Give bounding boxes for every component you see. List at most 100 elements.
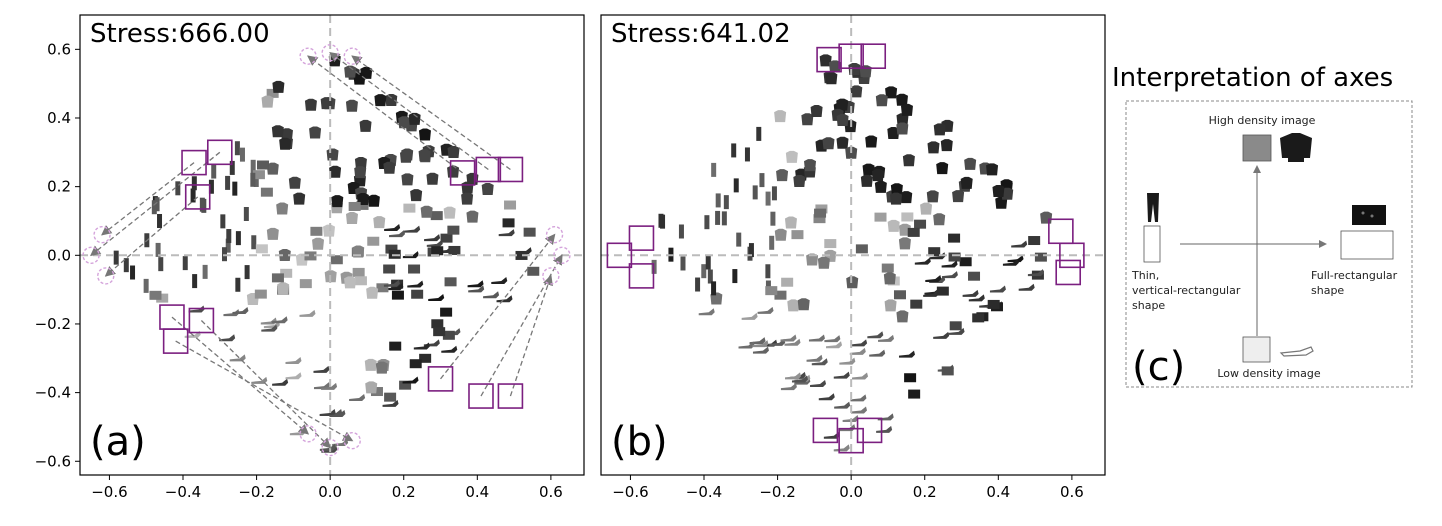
image-thumbnail — [419, 353, 432, 363]
image-thumbnail — [354, 156, 367, 169]
bag-dot-icon — [1370, 214, 1374, 218]
image-thumbnail — [407, 280, 424, 288]
legend-title: Interpretation of axes — [1112, 63, 1393, 93]
x-tick-label: 0.4 — [986, 483, 1010, 501]
image-thumbnail — [862, 163, 875, 176]
image-thumbnail — [391, 290, 404, 300]
image-thumbnail — [877, 413, 894, 421]
image-thumbnail — [433, 327, 446, 337]
image-thumbnail — [839, 357, 856, 365]
image-thumbnail — [738, 341, 755, 349]
y-tick-label: 0.0 — [47, 246, 71, 264]
highlight-box — [468, 383, 494, 409]
image-thumbnail — [266, 227, 279, 240]
image-thumbnail — [388, 249, 401, 259]
image-thumbnail — [345, 99, 358, 112]
image-thumbnail — [881, 263, 894, 273]
image-thumbnail — [896, 122, 909, 135]
image-thumbnail — [191, 176, 197, 191]
x-tick-label: 0.2 — [913, 483, 937, 501]
image-thumbnail — [806, 253, 819, 266]
image-thumbnail — [810, 380, 827, 388]
image-thumbnail — [466, 172, 479, 185]
image-thumbnail — [901, 212, 914, 222]
image-thumbnail — [402, 251, 419, 259]
bag-dot-icon — [1361, 211, 1365, 215]
image-thumbnail — [404, 225, 421, 233]
panel-a: −0.6 −0.4 −0.2 0.0 0.2 0.4 0.6 0.60.40.20.0−0.… — [35, 14, 585, 501]
image-thumbnail — [836, 114, 849, 127]
image-thumbnail — [313, 382, 330, 390]
highlight-box — [816, 46, 842, 73]
image-thumbnail — [824, 335, 841, 343]
image-thumbnail — [192, 274, 198, 289]
image-thumbnail — [272, 80, 285, 93]
image-thumbnail — [527, 266, 540, 276]
panel-a-stress: Stress:666.00 — [90, 19, 270, 49]
panel-b-image-scatter — [651, 54, 1053, 452]
panel-a-marks — [80, 15, 584, 475]
image-thumbnail — [383, 279, 400, 287]
image-thumbnail — [846, 276, 859, 289]
image-thumbnail — [711, 281, 717, 296]
image-thumbnail — [895, 93, 908, 106]
x-tick-label: −0.6 — [612, 483, 648, 501]
image-thumbnail — [440, 233, 453, 243]
image-thumbnail — [398, 116, 411, 129]
image-thumbnail — [850, 406, 867, 414]
thin-shape-swatch — [1143, 225, 1161, 263]
image-thumbnail — [867, 331, 884, 339]
legend-low-density: Low density image — [1217, 367, 1320, 380]
image-thumbnail — [752, 185, 758, 200]
image-thumbnail — [260, 187, 273, 197]
image-thumbnail — [875, 94, 888, 107]
image-thumbnail — [852, 372, 869, 380]
image-thumbnail — [254, 289, 267, 299]
image-thumbnail — [826, 341, 843, 349]
image-thumbnail — [304, 98, 317, 111]
image-thumbnail — [1007, 255, 1024, 263]
highlight-box — [427, 366, 454, 392]
image-thumbnail — [319, 409, 336, 417]
panel-b-x-axis: −0.6 −0.4 −0.2 0.0 0.2 0.4 0.6 — [612, 475, 1084, 501]
image-thumbnail — [865, 135, 878, 148]
displacement-arrow — [509, 274, 553, 397]
image-thumbnail — [680, 256, 686, 271]
image-thumbnail — [220, 214, 226, 229]
image-thumbnail — [933, 213, 946, 226]
panel-a-image-scatter — [113, 54, 540, 453]
image-thumbnail — [883, 272, 896, 285]
image-thumbnail — [468, 285, 485, 293]
image-thumbnail — [365, 381, 378, 394]
legend-high-density: High density image — [1209, 114, 1316, 127]
image-thumbnail — [375, 361, 388, 374]
image-thumbnail — [704, 215, 710, 230]
image-thumbnail — [695, 277, 701, 292]
image-thumbnail — [785, 372, 802, 380]
image-thumbnail — [817, 256, 830, 269]
image-thumbnail — [959, 257, 972, 267]
image-thumbnail — [876, 425, 893, 433]
image-thumbnail — [824, 239, 837, 249]
displacement-arrow — [480, 254, 563, 397]
image-thumbnail — [359, 119, 372, 132]
image-thumbnail — [774, 290, 787, 300]
image-thumbnail — [272, 378, 289, 386]
x-tick-label: 0.6 — [1060, 483, 1084, 501]
bag-icon — [1352, 205, 1386, 225]
image-thumbnail — [811, 358, 828, 366]
target-circle — [82, 246, 100, 264]
image-thumbnail — [776, 169, 789, 182]
image-thumbnail — [804, 159, 817, 172]
image-thumbnail — [345, 211, 358, 224]
target-circle — [343, 47, 361, 65]
image-thumbnail — [229, 354, 246, 362]
image-thumbnail — [155, 242, 161, 257]
image-thumbnail — [678, 224, 684, 239]
image-thumbnail — [933, 331, 950, 339]
image-thumbnail — [818, 393, 835, 401]
image-thumbnail — [175, 181, 181, 196]
image-thumbnail — [948, 327, 965, 335]
x-tick-label: 0.0 — [839, 483, 863, 501]
image-thumbnail — [765, 191, 771, 206]
